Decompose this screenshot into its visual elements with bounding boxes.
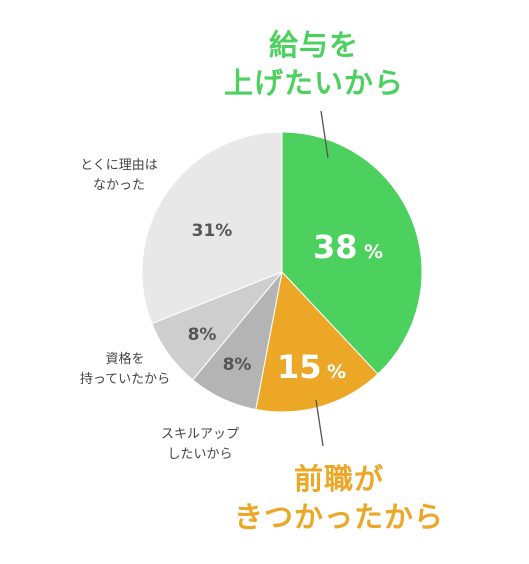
pie-slice-salary [281, 131, 423, 375]
value-label-hard-job: 15 % [277, 348, 346, 386]
category-label-line: 前職が [293, 462, 384, 496]
category-label-line: なかった [92, 178, 145, 194]
category-label-qualification: 資格を 持っていたから [60, 350, 190, 390]
category-label-line: 資格を [105, 352, 145, 367]
pie-slice-hard-job [255, 270, 379, 413]
category-label-line: スキルアップ [160, 427, 239, 442]
leader-line-salary [320, 110, 329, 159]
category-label-line: 持っていたから [79, 372, 171, 388]
value-label-qualification: 8% [188, 325, 217, 345]
pie-slices [141, 131, 423, 413]
category-label-hard-job: 前職が きつかったから [219, 460, 459, 537]
category-label-line: したいから [167, 447, 233, 463]
leader-line-hard-job [315, 399, 324, 447]
pie-slice-no-reason [141, 131, 283, 325]
value-percent-hard-job: % [327, 361, 346, 383]
category-label-salary: 給与を 上げたいから [214, 26, 414, 103]
value-percent-salary: % [364, 241, 383, 263]
value-label-salary: 38 % [313, 228, 383, 266]
category-label-line: とくに理由は [80, 158, 158, 173]
value-label-skill-up: 8% [223, 355, 252, 375]
category-label-no-reason: とくに理由は なかった [54, 156, 184, 196]
category-label-line: 給与を [268, 28, 359, 62]
category-label-skill-up: スキルアップ したいから [135, 425, 265, 465]
category-label-line: きつかったから [233, 500, 444, 535]
value-label-no-reason: 31% [192, 221, 233, 241]
value-number-salary: 38 [313, 228, 358, 266]
value-number-hard-job: 15 [277, 348, 322, 386]
category-label-line: 上げたいから [223, 66, 404, 101]
